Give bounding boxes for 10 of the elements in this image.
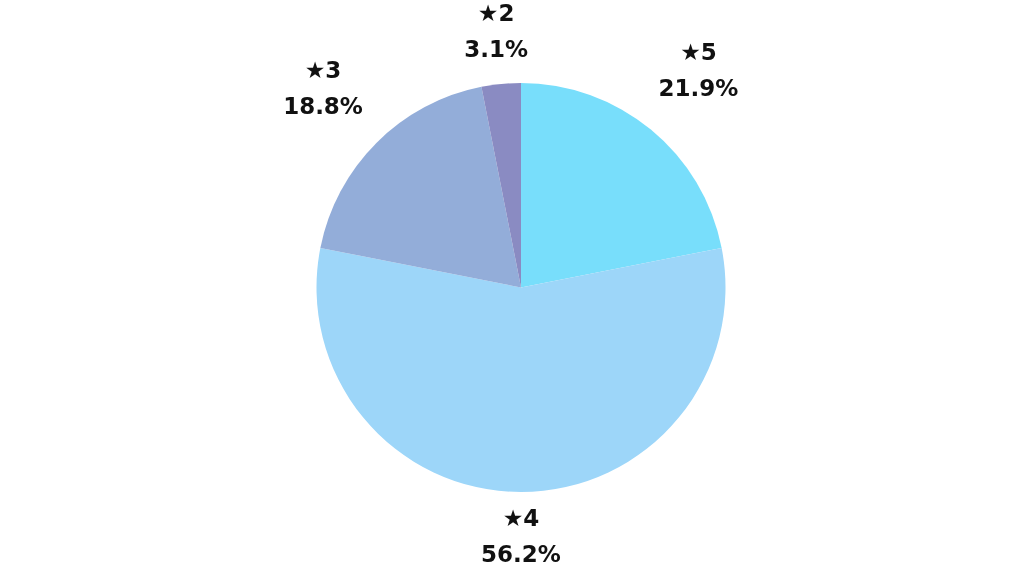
slice-label: ★3 [304, 57, 342, 84]
pie-slice [316, 247, 726, 492]
data-label: 56.2% [481, 541, 561, 567]
pie-slice [481, 83, 521, 288]
data-label: 21.9% [658, 75, 739, 102]
data-label: 18.8% [283, 93, 363, 120]
slice-label: ★5 [680, 39, 717, 66]
slice-label: ★4 [502, 505, 540, 531]
data-label: 3.1% [464, 36, 529, 63]
slice-label: ★2 [477, 0, 515, 27]
